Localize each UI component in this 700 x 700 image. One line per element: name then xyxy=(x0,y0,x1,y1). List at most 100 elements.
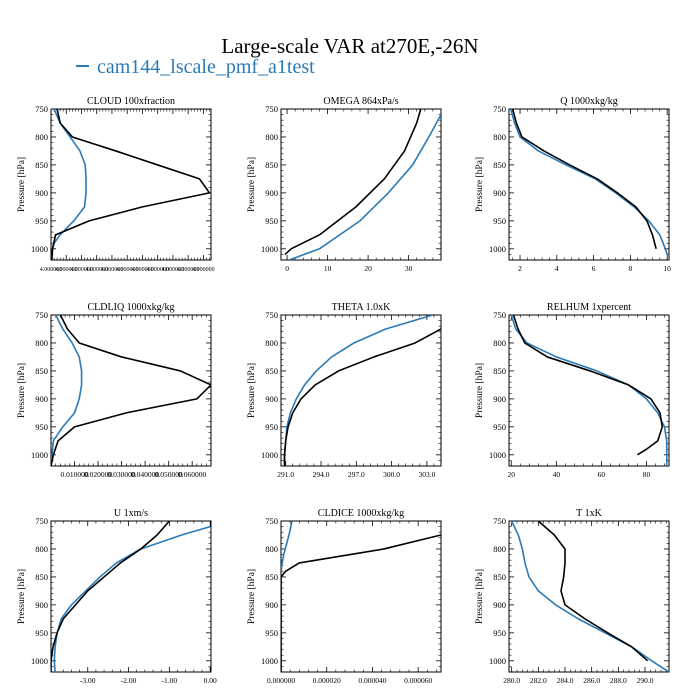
series-line-1 xyxy=(283,315,433,466)
y-axis-label: Pressure [hPa] xyxy=(247,363,257,418)
x-tick-label: 0.010000 xyxy=(60,470,88,479)
series-line-1 xyxy=(51,315,83,466)
x-tick-label: 4.000000 xyxy=(101,267,124,273)
x-tick-label: 30 xyxy=(405,264,413,273)
series-line-2 xyxy=(537,521,649,662)
x-tick-label: 4.000000 xyxy=(177,267,200,273)
y-axis-label: Pressure [hPa] xyxy=(247,157,257,212)
x-tick-label: 4.000000 xyxy=(55,267,78,273)
x-tick-label: -3.00 xyxy=(80,676,96,685)
y-tick-label: 950 xyxy=(493,628,506,638)
y-tick-label: 850 xyxy=(35,366,48,376)
y-axis-label: Pressure [hPa] xyxy=(475,363,485,418)
panel-5: THETA 1.0xK Pressure [hPa] 750 800 850 900 950… xyxy=(247,302,442,479)
panel-title: OMEGA 864xPa/s xyxy=(323,96,398,107)
y-tick-label: 850 xyxy=(265,160,278,170)
series-line-2 xyxy=(51,521,170,672)
series-line-1 xyxy=(510,315,668,466)
series-line-1 xyxy=(510,521,669,672)
panel-8: CLDICE 1000xkg/kg Pressure [hPa] 750 800 850… xyxy=(247,508,442,685)
panel-4: CLDLIQ 1000xkg/kg Pressure [hPa] 750 800 850… xyxy=(17,302,212,479)
y-tick-label: 750 xyxy=(265,104,278,114)
x-tick-label: 8 xyxy=(629,264,633,273)
y-tick-label: 750 xyxy=(35,310,48,320)
x-tick-label: 0.030000 xyxy=(108,470,136,479)
x-tick-label: 60 xyxy=(598,470,606,479)
y-tick-label: 950 xyxy=(493,422,506,432)
x-tick-label: 80 xyxy=(643,470,651,479)
plot-frame xyxy=(280,314,442,467)
y-tick-label: 1000 xyxy=(261,450,278,460)
y-tick-label: 850 xyxy=(265,572,278,582)
panel-7: U 1xm/s Pressure [hPa] 750 800 850 900 950 1000… xyxy=(17,508,217,685)
plot-frame xyxy=(280,108,442,261)
y-tick-label: 800 xyxy=(493,544,506,554)
series-line-2 xyxy=(284,109,422,255)
x-tick-label: 0.000000 xyxy=(267,676,295,685)
x-tick-label: 10 xyxy=(663,264,671,273)
x-tick-label: 0.020000 xyxy=(84,470,112,479)
y-tick-label: 950 xyxy=(35,628,48,638)
y-tick-label: 900 xyxy=(35,600,48,610)
y-tick-label: 750 xyxy=(35,104,48,114)
x-tick-label: 0.040000 xyxy=(131,470,159,479)
x-tick-label: 0.000020 xyxy=(313,676,341,685)
y-tick-label: 800 xyxy=(493,338,506,348)
y-tick-label: 800 xyxy=(265,132,278,142)
x-tick-label: 303.0 xyxy=(418,470,435,479)
y-tick-label: 800 xyxy=(493,132,506,142)
series-line-1 xyxy=(53,525,211,672)
x-tick-label: 20 xyxy=(364,264,372,273)
series-line-2 xyxy=(512,315,664,456)
panel-3: Q 1000xkg/kg Pressure [hPa] 750 800 850 900 95… xyxy=(475,96,671,273)
y-axis-label: Pressure [hPa] xyxy=(475,157,485,212)
y-tick-label: 900 xyxy=(493,600,506,610)
plot-frame xyxy=(508,520,670,673)
x-tick-label: 291.0 xyxy=(277,470,294,479)
y-tick-label: 1000 xyxy=(31,450,48,460)
y-tick-label: 850 xyxy=(265,366,278,376)
plot-frame xyxy=(508,108,670,261)
x-tick-label: 4.000000 xyxy=(162,267,185,273)
panel-1: CLOUD 100xfraction Pressure [hPa] 750 800 85… xyxy=(17,96,215,273)
x-tick-label: 4.000000 xyxy=(40,267,63,273)
x-tick-label: 290.0 xyxy=(637,676,654,685)
x-tick-label: 294.0 xyxy=(313,470,330,479)
x-tick-label: 286.0 xyxy=(583,676,600,685)
x-tick-label: 0 xyxy=(285,264,289,273)
panel-title: CLDLIQ 1000xkg/kg xyxy=(88,302,175,313)
y-tick-label: 950 xyxy=(265,216,278,226)
y-tick-label: 850 xyxy=(35,160,48,170)
y-tick-label: 950 xyxy=(493,216,506,226)
y-tick-label: 950 xyxy=(35,216,48,226)
y-tick-label: 1000 xyxy=(261,244,278,254)
y-tick-label: 1000 xyxy=(31,656,48,666)
x-tick-label: 284.0 xyxy=(557,676,574,685)
y-axis-label: Pressure [hPa] xyxy=(247,569,257,624)
y-tick-label: 800 xyxy=(265,544,278,554)
panel-9: T 1xK Pressure [hPa] 750 800 850 900 950 1000 28… xyxy=(475,508,670,685)
x-tick-label: 0.00 xyxy=(204,676,217,685)
x-tick-label: 4.000000 xyxy=(131,267,154,273)
y-tick-label: 750 xyxy=(493,104,506,114)
y-tick-label: 850 xyxy=(493,160,506,170)
y-tick-label: 750 xyxy=(265,516,278,526)
y-tick-label: 900 xyxy=(265,600,278,610)
series-line-1 xyxy=(510,109,668,255)
series-line-2 xyxy=(283,328,441,466)
series-line-2 xyxy=(51,109,211,260)
x-tick-label: 282.0 xyxy=(530,676,547,685)
y-axis-label: Pressure [hPa] xyxy=(17,569,27,624)
x-tick-label: 4.000000 xyxy=(116,267,139,273)
legend-label: cam144_lscale_pmf_a1test xyxy=(97,56,315,78)
x-tick-label: 297.0 xyxy=(348,470,365,479)
x-tick-label: 4.000000 xyxy=(85,267,108,273)
y-tick-label: 900 xyxy=(265,188,278,198)
x-tick-label: 20 xyxy=(508,470,516,479)
y-tick-label: 1000 xyxy=(261,656,278,666)
y-tick-label: 950 xyxy=(265,422,278,432)
x-tick-label: 6 xyxy=(592,264,596,273)
series-line-1 xyxy=(51,109,87,260)
y-tick-label: 1000 xyxy=(31,244,48,254)
y-tick-label: 750 xyxy=(265,310,278,320)
